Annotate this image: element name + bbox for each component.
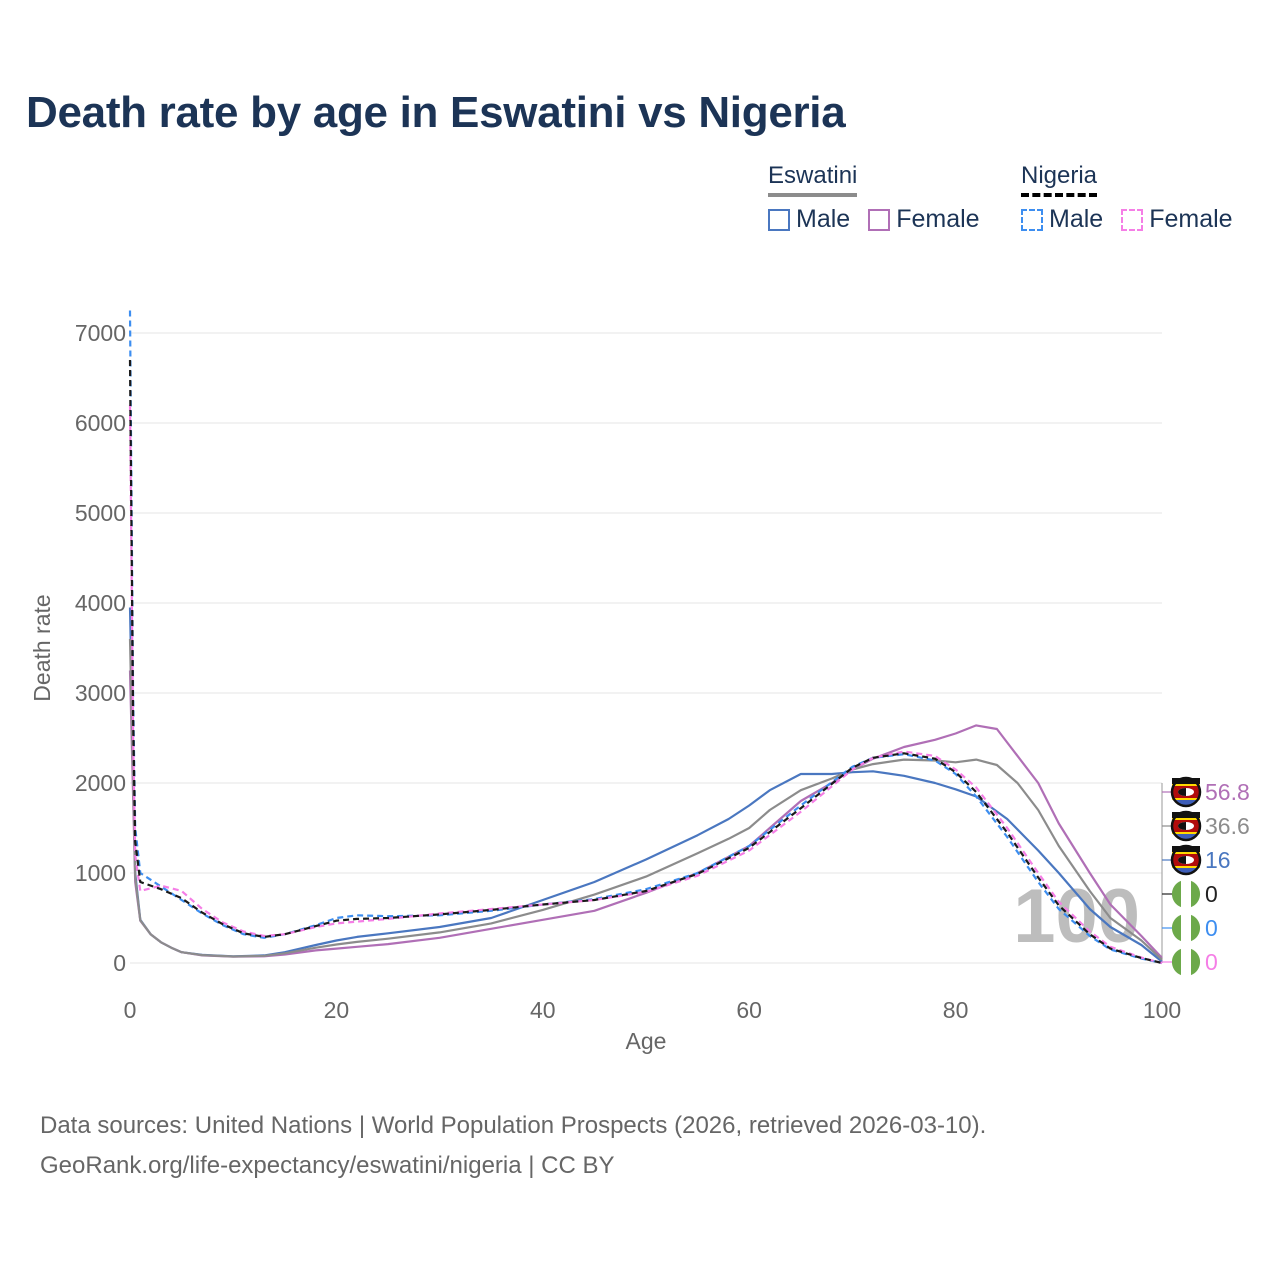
flag-top (1172, 812, 1200, 818)
y-tick-label: 6000 (75, 410, 126, 436)
flag-right-band (1191, 948, 1201, 976)
flag-top (1172, 846, 1200, 852)
source-note: Data sources: United Nations | World Pop… (40, 1106, 986, 1186)
legend-swatch-eswatini-female (868, 208, 891, 231)
flag-nigeria-icon (1171, 914, 1201, 942)
legend-label-nigeria-female: Female (1149, 205, 1233, 233)
legend-label-eswatini-male: Male (796, 205, 851, 233)
flag-left-band (1171, 914, 1181, 942)
flag-middle (1181, 948, 1191, 976)
legend-item-nigeria-female[interactable]: Female (1121, 205, 1233, 234)
flag-middle (1181, 914, 1191, 942)
y-tick-label: 7000 (75, 320, 126, 346)
x-tick-label: 40 (530, 997, 556, 1023)
legend-item-eswatini-male[interactable]: Male (768, 205, 850, 234)
series-line-eswatini-total (128, 638, 1163, 961)
y-axis-title: Death rate (29, 594, 55, 701)
end-value-label: 16 (1205, 847, 1231, 873)
flag-middle (1181, 880, 1191, 908)
x-tick-label: 100 (1143, 997, 1181, 1023)
flag-shield-half (1178, 856, 1186, 864)
x-tick-label: 60 (736, 997, 762, 1023)
end-value-label: 0 (1205, 881, 1218, 907)
legend-item-nigeria-male[interactable]: Male (1021, 205, 1103, 234)
legend-swatch-nigeria-female (1121, 208, 1144, 231)
series-line-eswatini-male (128, 607, 1163, 963)
flag-nigeria-icon (1171, 948, 1201, 976)
legend-group-nigeria: Nigeria Male Female (1021, 162, 1251, 234)
legend-swatch-eswatini-male (768, 208, 790, 231)
y-tick-label: 5000 (75, 500, 126, 526)
flag-shield-half (1178, 822, 1186, 830)
end-value-label: 0 (1205, 915, 1218, 941)
year-watermark: 100 (1013, 874, 1140, 959)
flag-left-band (1171, 948, 1181, 976)
series-line-nigeria-male (128, 310, 1163, 965)
flag-top (1172, 778, 1200, 784)
legend-swatch-nigeria-male (1021, 208, 1043, 231)
flag-eswatini-icon (1170, 776, 1202, 808)
flag-right-band (1191, 880, 1201, 908)
flag-nigeria-icon (1171, 880, 1201, 908)
flag-eswatini-icon (1170, 810, 1202, 842)
y-tick-label: 0 (113, 950, 126, 976)
chart-title: Death rate by age in Eswatini vs Nigeria (26, 88, 846, 137)
series-line-eswatini-female (128, 670, 1163, 959)
source-line-1: Data sources: United Nations | World Pop… (40, 1112, 987, 1139)
end-value-label: 0 (1205, 949, 1218, 975)
end-value-label: 36.6 (1205, 813, 1250, 839)
flag-right-band (1191, 914, 1201, 942)
x-tick-label: 20 (324, 997, 350, 1023)
y-tick-label: 2000 (75, 770, 126, 796)
series-line-nigeria-female (128, 404, 1163, 965)
y-tick-label: 4000 (75, 590, 126, 616)
legend-head-eswatini: Eswatini (768, 162, 858, 197)
x-tick-label: 0 (124, 997, 137, 1023)
y-tick-label: 3000 (75, 680, 126, 706)
legend-label-nigeria-male: Male (1049, 205, 1104, 233)
x-tick-label: 80 (943, 997, 969, 1023)
flag-eswatini-icon (1170, 844, 1202, 876)
flag-shield-half (1178, 788, 1186, 796)
legend-group-eswatini: Eswatini Male Female (768, 162, 998, 234)
legend-head-nigeria: Nigeria (1021, 162, 1098, 197)
end-value-label: 56.8 (1205, 779, 1250, 805)
legend-item-eswatini-female[interactable]: Female (868, 205, 980, 234)
legend-label-eswatini-female: Female (896, 205, 980, 233)
x-axis-title: Age (626, 1028, 667, 1054)
flag-left-band (1171, 880, 1181, 908)
y-tick-label: 1000 (75, 860, 126, 886)
source-line-2: GeoRank.org/life-expectancy/eswatini/nig… (40, 1152, 615, 1179)
